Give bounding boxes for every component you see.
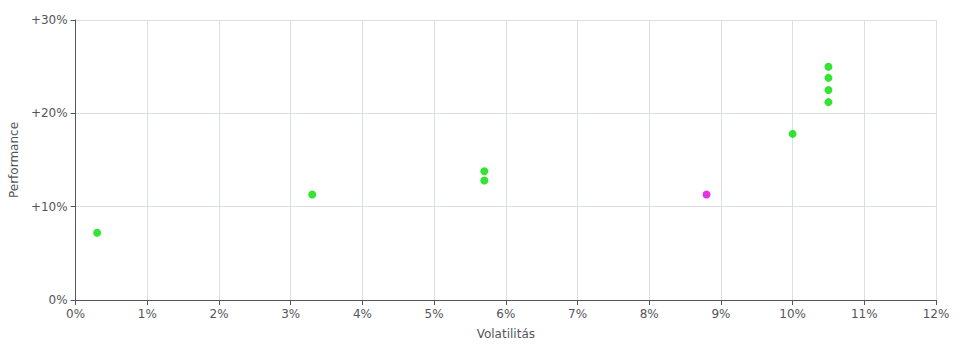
svg-text:1%: 1%: [138, 307, 157, 321]
svg-text:8%: 8%: [640, 307, 659, 321]
svg-text:12%: 12%: [923, 307, 950, 321]
svg-text:5%: 5%: [425, 307, 444, 321]
svg-text:11%: 11%: [851, 307, 878, 321]
svg-text:+20%: +20%: [31, 106, 68, 120]
svg-text:+30%: +30%: [31, 13, 68, 27]
svg-text:9%: 9%: [711, 307, 730, 321]
svg-text:Volatilitás: Volatilitás: [477, 327, 535, 341]
svg-text:6%: 6%: [496, 307, 515, 321]
svg-text:Performance: Performance: [7, 122, 21, 198]
svg-text:4%: 4%: [353, 307, 372, 321]
svg-text:0%: 0%: [49, 293, 68, 307]
svg-text:+10%: +10%: [31, 200, 68, 214]
svg-text:10%: 10%: [779, 307, 806, 321]
svg-text:7%: 7%: [568, 307, 587, 321]
svg-text:3%: 3%: [281, 307, 300, 321]
svg-text:0%: 0%: [66, 307, 85, 321]
svg-text:2%: 2%: [209, 307, 228, 321]
